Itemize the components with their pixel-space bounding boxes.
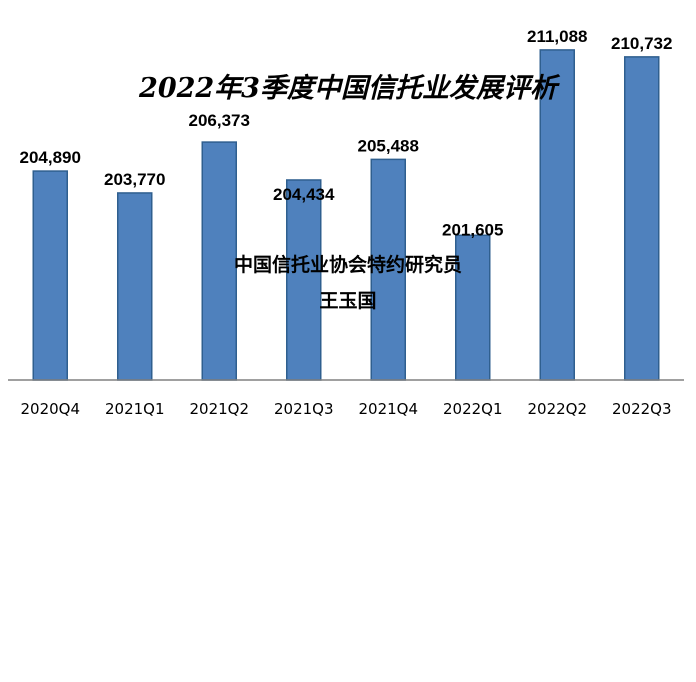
x-tick-label-2021Q3: 2021Q3: [274, 400, 334, 418]
tick-labels-group: 2020Q4 2021Q1 2021Q2 2021Q3 2021Q4 2022Q1 2022…: [20, 400, 671, 418]
author-name-annotation: 王玉国: [319, 290, 377, 312]
chart-title: 2022年3季度中国信托业发展评析: [139, 73, 557, 104]
x-tick-label-2021Q1: 2021Q1: [105, 400, 165, 418]
data-label-2021Q4: 205,488: [358, 136, 419, 155]
data-label-2021Q2: 206,373: [189, 111, 250, 130]
x-tick-label-2022Q2: 2022Q2: [527, 400, 587, 418]
x-tick-label-2021Q4: 2021Q4: [358, 400, 418, 418]
data-label-2021Q3: 204,434: [273, 185, 335, 204]
data-label-2021Q1: 203,770: [104, 170, 165, 189]
data-label-2020Q4: 204,890: [20, 148, 81, 167]
bar-2021Q1: [117, 192, 153, 381]
bars-group: [32, 49, 660, 381]
x-tick-label-2022Q3: 2022Q3: [612, 400, 672, 418]
author-title-annotation: 中国信托业协会特约研究员: [233, 254, 462, 276]
x-tick-label-2022Q1: 2022Q1: [443, 400, 503, 418]
bar-2022Q1: [455, 234, 491, 381]
bar-2021Q3: [286, 179, 322, 381]
data-labels-group: 204,890 203,770 206,373 204,434 205,488 201,6…: [20, 27, 673, 239]
bar-2020Q4: [32, 170, 68, 381]
data-label-2022Q3: 210,732: [611, 34, 672, 53]
x-tick-label-2020Q4: 2020Q4: [20, 400, 80, 418]
x-tick-label-2021Q2: 2021Q2: [189, 400, 249, 418]
data-label-2022Q1: 201,605: [442, 220, 503, 239]
data-label-2022Q2: 211,088: [527, 27, 588, 46]
bar-2022Q3: [624, 56, 660, 381]
